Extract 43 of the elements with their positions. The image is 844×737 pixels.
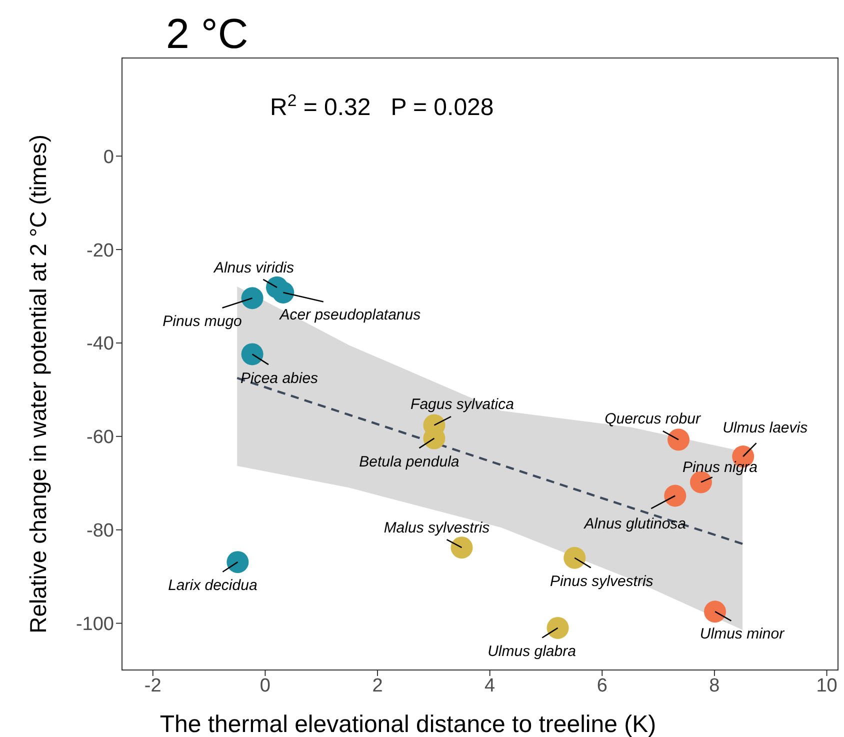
point	[564, 546, 586, 569]
annotation: Quercus robur	[604, 410, 702, 428]
annotation: Larix decidua	[168, 577, 258, 594]
y-tick-label: 0	[103, 146, 114, 168]
annotation: Malus sylvestris	[384, 520, 490, 537]
x-axis-title: The thermal elevational distance to treeline (K)	[160, 711, 656, 737]
point	[272, 282, 294, 304]
y-tick-label: -100	[76, 614, 114, 636]
point	[704, 600, 726, 623]
point	[241, 343, 264, 366]
annotation: Picea abies	[240, 370, 319, 388]
y-tick-label: -20	[86, 240, 114, 262]
point	[664, 484, 686, 507]
point	[546, 616, 569, 639]
annotation: Alnus glutinosa	[583, 516, 686, 533]
annotation: Pinus nigra	[682, 459, 758, 476]
y-axis-title: Relative change in water potential at 2 °C (times)	[25, 134, 51, 634]
annotation: Pinus sylvestris	[550, 572, 654, 590]
annotation: Betula pendula	[359, 453, 460, 470]
point	[690, 471, 712, 494]
x-tick-label: 2	[372, 675, 383, 696]
y-tick-label: -60	[86, 427, 114, 448]
annotation: Acer pseudoplatanus	[278, 306, 422, 324]
y-tick-label: -40	[86, 334, 114, 355]
annotation: Alnus viridis	[212, 259, 294, 276]
x-tick-label: -2	[144, 675, 162, 696]
x-tick-label: 0	[260, 675, 270, 696]
point	[450, 536, 473, 559]
point	[668, 428, 690, 451]
point	[241, 287, 264, 310]
annotation: R$^{2}$ = 0.32 P = 0.028	[270, 90, 494, 121]
chart-title: 2 °C	[166, 10, 248, 57]
y-tick-label: -80	[86, 520, 114, 542]
annotation: Ulmus laevis	[722, 420, 808, 436]
annotation: Pinus mugo	[162, 313, 242, 330]
x-tick-label: 10	[816, 675, 838, 696]
x-tick-label: 4	[484, 675, 496, 696]
annotation: Ulmus minor	[700, 626, 786, 643]
point	[226, 551, 249, 574]
annotation: Fagus sylvatica	[410, 396, 514, 414]
x-tick-label: 6	[596, 675, 608, 696]
annotation: Ulmus glabra	[488, 642, 576, 660]
x-tick-label: 8	[709, 675, 720, 696]
